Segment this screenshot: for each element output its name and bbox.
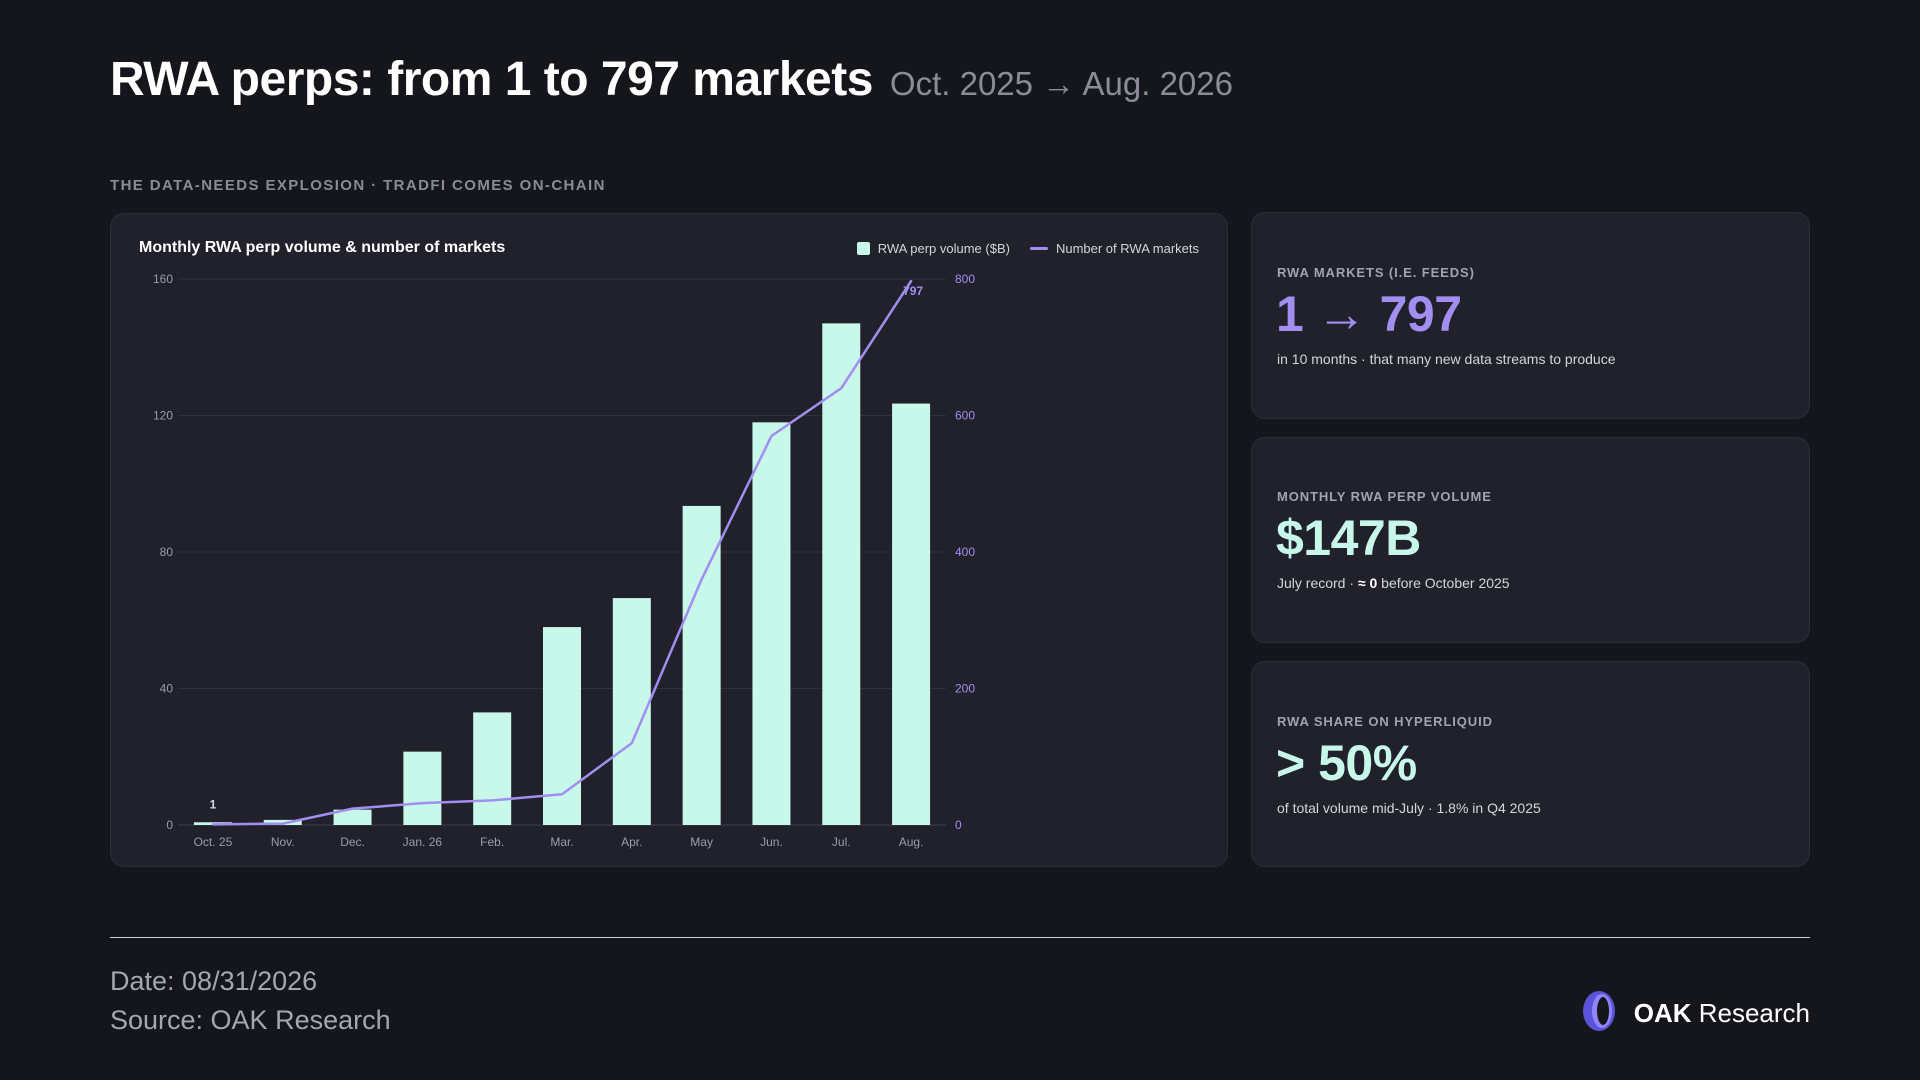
footer-date: Date: 08/31/2026: [110, 966, 318, 996]
brand-name-rest: Research: [1691, 998, 1810, 1028]
card-value-markets: 1 → 797: [1276, 286, 1462, 342]
x-tick-label: Aug.: [899, 835, 924, 849]
bar: [752, 422, 791, 825]
page-title: RWA perps: from 1 to 797 markets: [110, 53, 873, 106]
bar: [822, 323, 861, 825]
legend-item-markets: Number of RWA markets: [1029, 241, 1199, 256]
chart-title: Monthly RWA perp volume & number of mark…: [139, 239, 506, 256]
card-label-share: RWA SHARE ON HYPERLIQUID: [1277, 714, 1493, 729]
chart-svg: 0 40 80 120 160 0 200 400 600 800 1 797 Oct. 25 Nov. D…: [153, 272, 975, 849]
line-data-label: 797: [903, 284, 923, 298]
brand-name: OAK Research: [1634, 998, 1810, 1029]
title-row: RWA perps: from 1 to 797 markets Oct. 20…: [110, 52, 1233, 107]
y-tick-left: 40: [160, 682, 174, 696]
y-tick-right: 800: [955, 272, 975, 286]
y-tick-left: 0: [166, 818, 173, 832]
chart-panel: 0 40 80 120 160 0 200 400 600 800 1 797 Oct. 25 Nov. D…: [110, 213, 1228, 867]
x-tick-label: Feb.: [480, 835, 504, 849]
bar: [473, 712, 512, 825]
footer-source: Source: OAK Research: [110, 1005, 391, 1035]
page-subtitle: Oct. 2025 → Aug. 2026: [889, 65, 1233, 102]
x-tick-label: Apr.: [621, 835, 642, 849]
brand-name-bold: OAK: [1633, 998, 1692, 1028]
footer-divider: [110, 937, 1810, 938]
legend-label-volume: RWA perp volume ($B): [877, 241, 1010, 256]
y-tick-right: 200: [955, 682, 975, 696]
x-tick-label: Jul.: [832, 835, 851, 849]
bar: [403, 751, 442, 825]
card-note-volume: July record · ≈ 0 before October 2025: [1277, 575, 1510, 591]
brand: OAK Research: [1580, 990, 1810, 1037]
x-tick-label: Mar.: [550, 835, 573, 849]
legend-label-markets: Number of RWA markets: [1055, 241, 1199, 256]
x-tick-label: Jan. 26: [403, 835, 443, 849]
card-value-volume: $147B: [1276, 510, 1421, 566]
y-tick-right: 0: [955, 818, 962, 832]
card-note-volume-bold: ≈ 0: [1357, 575, 1378, 591]
bar-data-label: 1: [210, 797, 217, 811]
bar: [333, 809, 372, 825]
card-note-volume-before: July record ·: [1277, 575, 1358, 591]
x-tick-label: Jun.: [760, 835, 783, 849]
legend-swatch-bar: [856, 242, 870, 255]
bar: [682, 505, 721, 825]
x-tick-label: Dec.: [340, 835, 365, 849]
legend-item-volume: RWA perp volume ($B): [856, 241, 1010, 256]
oak-logo-icon: [1580, 990, 1618, 1037]
stat-card-markets: RWA MARKETS (I.E. FEEDS) 1 → 797 in 10 m…: [1251, 212, 1810, 419]
legend-swatch-line: [1029, 247, 1048, 250]
y-tick-left: 160: [153, 272, 173, 286]
y-tick-right: 600: [955, 409, 975, 423]
y-tick-left: 80: [160, 545, 174, 559]
card-note-volume-after: before October 2025: [1377, 575, 1510, 591]
card-label-markets: RWA MARKETS (I.E. FEEDS): [1277, 265, 1475, 280]
bar: [543, 627, 581, 825]
markets-line: [211, 279, 913, 826]
card-value-share: > 50%: [1276, 735, 1417, 791]
bar: [892, 403, 931, 825]
y-tick-right: 400: [955, 545, 975, 559]
card-note-markets: in 10 months · that many new data stream…: [1277, 351, 1616, 367]
card-label-volume: MONTHLY RWA PERP VOLUME: [1277, 489, 1492, 504]
x-tick-label: Nov.: [271, 835, 295, 849]
chart-legend: RWA perp volume ($B) Number of RWA marke…: [856, 241, 1199, 256]
section-kicker: THE DATA-NEEDS EXPLOSION · TRADFI COMES …: [110, 177, 606, 194]
card-note-share: of total volume mid-July · 1.8% in Q4 20…: [1277, 800, 1541, 816]
stat-card-volume: MONTHLY RWA PERP VOLUME $147B July recor…: [1251, 437, 1810, 643]
y-tick-left: 120: [153, 409, 173, 423]
x-tick-label: Oct. 25: [194, 835, 233, 849]
x-tick-label: May: [690, 835, 713, 849]
stat-card-share: RWA SHARE ON HYPERLIQUID > 50% of total …: [1251, 661, 1810, 867]
